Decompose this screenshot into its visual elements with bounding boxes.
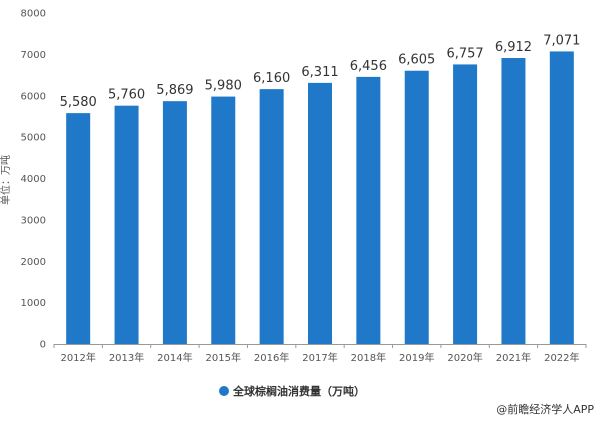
data-label: 6,757 bbox=[446, 46, 483, 61]
y-tick-label: 1000 bbox=[21, 298, 46, 309]
y-tick-label: 7000 bbox=[21, 50, 46, 61]
y-tick-label: 5000 bbox=[21, 133, 46, 144]
bar bbox=[549, 51, 574, 344]
y-tick-label: 3000 bbox=[21, 215, 46, 226]
legend: 全球棕榈油消费量（万吨） bbox=[219, 384, 365, 398]
bar bbox=[259, 89, 284, 344]
data-label: 7,071 bbox=[543, 33, 580, 48]
data-label: 6,160 bbox=[253, 71, 290, 86]
y-tick-label: 4000 bbox=[21, 174, 46, 185]
x-tick-label: 2020年 bbox=[447, 351, 482, 364]
x-tick-label: 2017年 bbox=[302, 351, 337, 364]
source-label: @前瞻经济学人APP bbox=[496, 402, 594, 416]
bar bbox=[211, 96, 236, 344]
data-label: 6,456 bbox=[350, 59, 387, 74]
x-tick-label: 2014年 bbox=[157, 351, 192, 364]
legend-swatch bbox=[219, 386, 229, 396]
bar bbox=[66, 113, 91, 344]
x-tick-label: 2019年 bbox=[399, 351, 434, 364]
x-tick-label: 2018年 bbox=[351, 351, 386, 364]
bar bbox=[162, 101, 187, 344]
bars bbox=[66, 51, 574, 345]
y-axis-label: 单位：万吨 bbox=[0, 155, 12, 205]
bar bbox=[114, 105, 139, 345]
data-label: 5,980 bbox=[205, 79, 242, 94]
data-label: 5,580 bbox=[60, 95, 97, 110]
data-label: 5,869 bbox=[156, 83, 193, 98]
x-tick-label: 2021年 bbox=[496, 351, 531, 364]
bar bbox=[356, 76, 381, 344]
legend-label: 全球棕榈油消费量（万吨） bbox=[232, 384, 365, 398]
x-tick-label: 2013年 bbox=[109, 351, 144, 364]
y-tick-label: 2000 bbox=[21, 257, 46, 268]
x-tick-label: 2022年 bbox=[544, 351, 579, 364]
y-tick-label: 8000 bbox=[21, 9, 46, 20]
y-tick-label: 6000 bbox=[21, 91, 46, 102]
x-tick-label: 2012年 bbox=[60, 351, 95, 364]
data-label: 6,605 bbox=[398, 53, 435, 68]
bar bbox=[404, 70, 429, 344]
bar bbox=[453, 64, 478, 345]
x-tick-label: 2015年 bbox=[206, 351, 241, 364]
data-label: 6,311 bbox=[301, 65, 338, 80]
data-label: 6,912 bbox=[495, 40, 532, 55]
data-label: 5,760 bbox=[108, 88, 145, 103]
x-tick-label: 2016年 bbox=[254, 351, 289, 364]
data-labels: 5,580 5,760 5,869 5,980 6,160 6,311 6,456 6,605… bbox=[60, 33, 581, 110]
y-axis: 0 1000 2000 3000 4000 5000 6000 7000 8000 bbox=[21, 9, 46, 351]
x-axis: 2012年 2013年 2014年 2015年 2016年 2017年 2018年 2019年… bbox=[53, 344, 587, 364]
bar bbox=[501, 58, 526, 345]
y-tick-label: 0 bbox=[40, 340, 46, 351]
bar bbox=[308, 82, 332, 344]
